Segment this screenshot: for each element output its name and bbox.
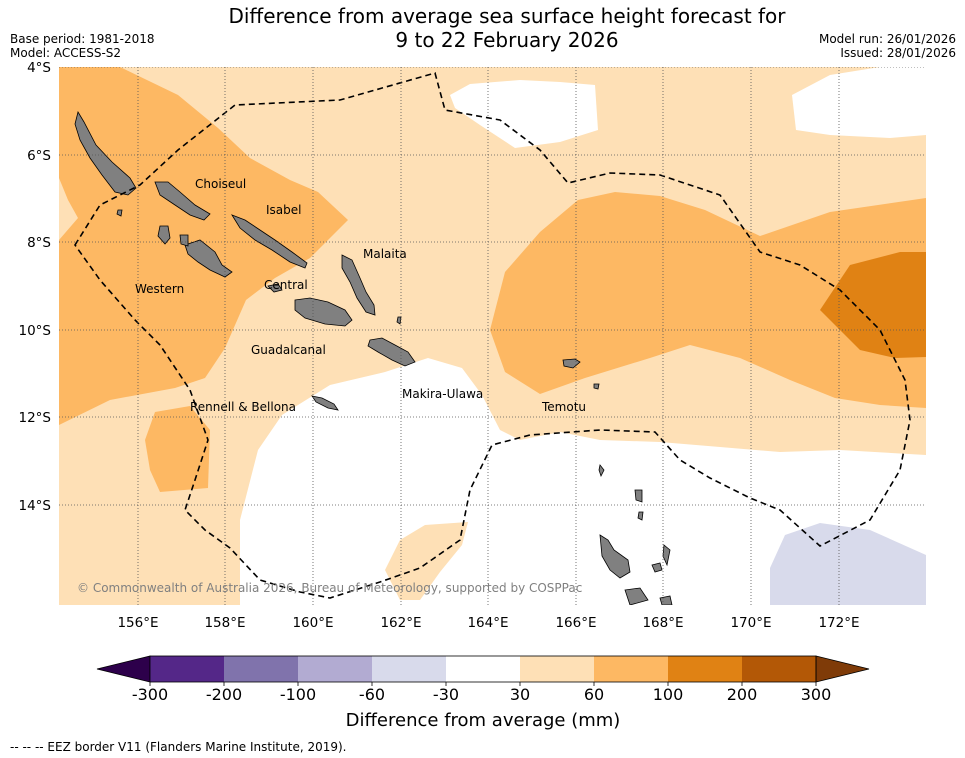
label-central: Central [264,278,308,292]
label-guadalcanal: Guadalcanal [251,343,326,357]
colorbar-tick-label: 30 [510,685,530,704]
label-western: Western [135,282,184,296]
colorbar-band-1 [150,656,224,682]
lon-labels: 156°E 158°E 160°E 162°E 164°E 166°E 168°… [117,615,859,631]
lat-labels: 4°S 6°S 8°S 10°S 12°S 14°S [19,60,52,514]
island-espiritu-santo [599,534,631,579]
colorbar-tick-label: 100 [653,685,684,704]
colorbar-tick-labels: -300 -200 -100 -60 -30 30 60 100 200 300 [132,685,831,704]
eez-note: -- -- -- EEZ border V11 (Flanders Marine… [10,740,347,754]
colorbar-band-2 [224,656,298,682]
lat-label-10s: 10°S [19,323,52,339]
colorbar-band-8 [668,656,742,682]
lon-label-156e: 156°E [117,615,158,631]
lon-label-172e: 172°E [818,615,859,631]
island-maewo [662,544,671,567]
colorbar-band-9 [742,656,816,682]
colorbar-band-3 [298,656,372,682]
ssh-band-neutral-northeast [792,67,926,138]
label-isabel: Isabel [266,203,301,217]
colorbar-band-5 [446,656,520,682]
island-new-georgia [184,239,233,278]
colorbar-max-arrow [815,655,870,683]
colorbar-band-7 [594,656,668,682]
island-choiseul [154,181,211,221]
island-small-1 [116,209,123,217]
colorbar: -300 -200 -100 -60 -30 30 60 100 200 300… [96,655,870,731]
ssh-band-60-100-small [145,406,210,492]
colorbar-min-arrow [96,655,151,683]
colorbar-label: Difference from average (mm) [346,710,621,731]
lat-label-6s: 6°S [27,148,51,164]
base-period: Base period: 1981-2018 [10,32,155,46]
island-small-3 [637,511,644,521]
model-run: Model run: 26/01/2026 [818,32,956,46]
island-bougainville [74,110,137,196]
island-florida [267,283,283,293]
ssh-band-30-60-south-patch [385,522,468,600]
island-malakula [624,587,649,605]
island-pentecost [651,562,663,573]
ssh-band-60-100-east [490,192,926,408]
island-kolombangara [179,234,189,247]
lon-label-162e: 162°E [380,615,421,631]
lon-label-160e: 160°E [292,615,333,631]
island-makira [367,337,416,367]
lat-label-14s: 14°S [19,498,52,514]
island-rennell [311,395,339,411]
lon-label-168e: 168°E [642,615,683,631]
eez-border [74,72,911,599]
colorbar-tick-label: -100 [280,685,316,704]
graticule [59,67,926,605]
lon-label-170e: 170°E [730,615,771,631]
label-rennell-bellona: Rennell & Bellona [190,400,296,414]
island-guadalcanal [294,297,353,327]
colorbar-band-4 [372,656,446,682]
lon-label-166e: 166°E [555,615,596,631]
colorbar-tick-label: -200 [206,685,242,704]
island-malaita [341,254,376,316]
island-small-2 [396,316,402,325]
island-isabel [231,214,308,269]
colorbar-tick-label: 60 [584,685,604,704]
island-torres [598,464,605,478]
colorbar-tick-label: 300 [801,685,832,704]
lat-label-12s: 12°S [19,410,52,426]
ssh-band-neutral-north [450,80,598,148]
colorbar-tick-label: -60 [359,685,385,704]
island-vella-lavella [157,225,171,245]
colorbar-tick-label: 200 [727,685,758,704]
place-labels: Choiseul Isabel Malaita Western Central … [135,177,586,414]
model-name: Model: ACCESS-S2 [10,46,122,60]
colorbar-tick-label: -30 [433,685,459,704]
title-line-2: 9 to 22 February 2026 [395,28,619,52]
title-line-1: Difference from average sea surface heig… [228,4,786,28]
lat-label-8s: 8°S [27,235,51,251]
island-banks [634,489,643,503]
lat-label-4s: 4°S [27,60,51,76]
colorbar-band-6 [520,656,594,682]
issued-date: Issued: 28/01/2026 [840,46,956,60]
label-choiseul: Choiseul [195,177,246,191]
island-utupua [593,383,600,390]
lon-label-164e: 164°E [467,615,508,631]
ssh-band-neg30-neg60 [770,523,926,605]
copyright-notice: © Commonwealth of Australia 2026, Bureau… [77,581,582,595]
label-temotu: Temotu [541,400,586,414]
colorbar-tick-label: -300 [132,685,168,704]
land-masses [74,110,673,605]
colorbar-ticks [149,682,817,686]
lon-label-158e: 158°E [204,615,245,631]
ssh-band-100-200 [820,252,926,358]
label-makira-ulawa: Makira-Ulawa [402,387,483,401]
island-ambae [659,595,673,605]
colorbar-outline [149,655,817,683]
label-malaita: Malaita [363,247,407,261]
